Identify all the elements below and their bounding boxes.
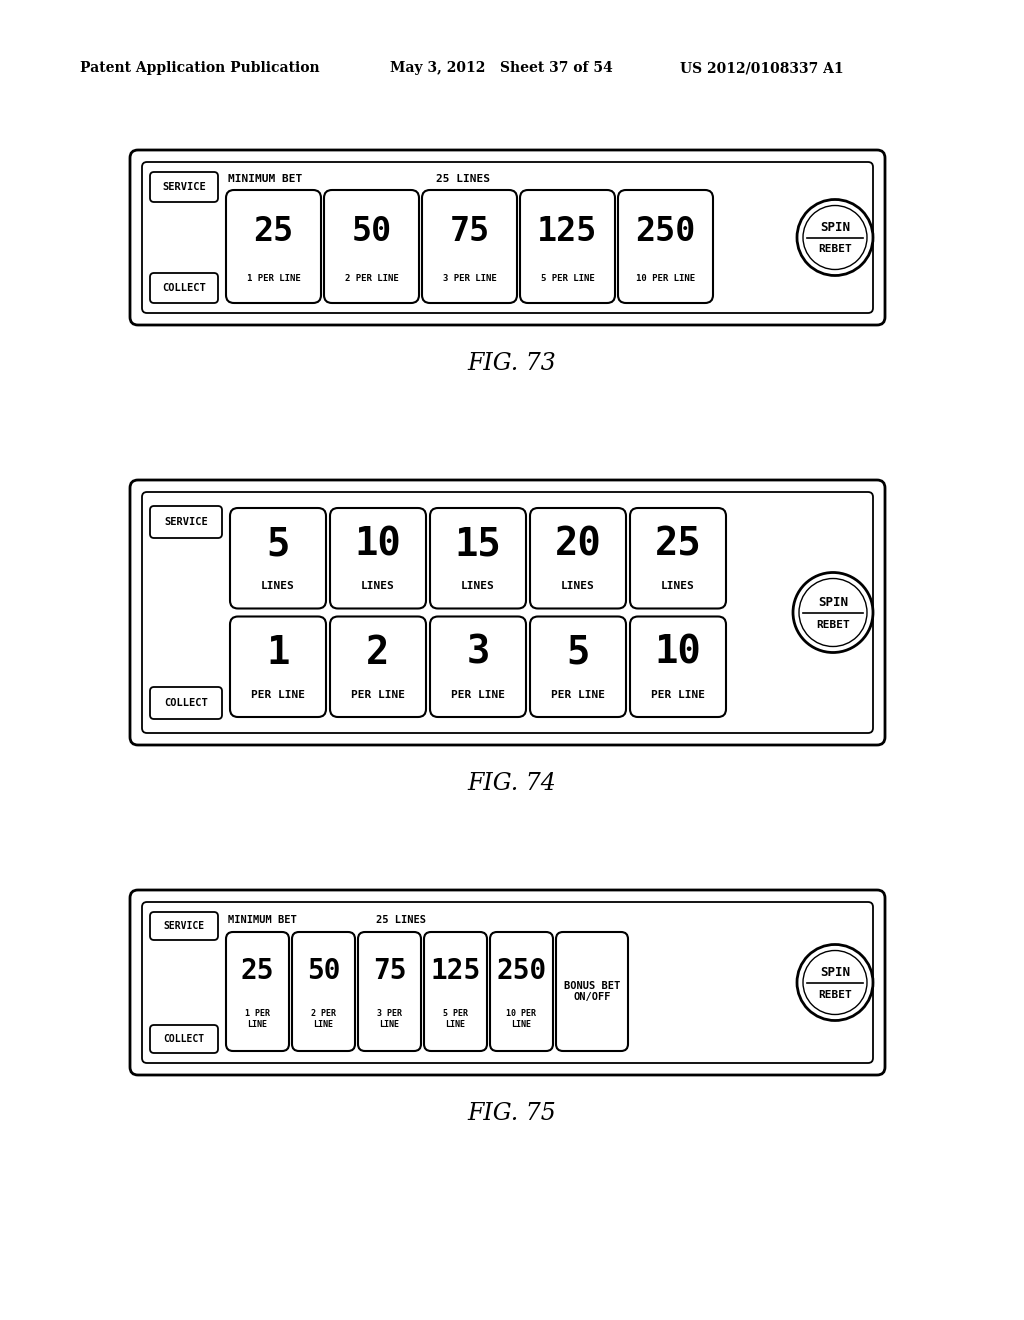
FancyBboxPatch shape (142, 162, 873, 313)
Text: SPIN: SPIN (820, 220, 850, 234)
Text: BONUS BET
ON/OFF: BONUS BET ON/OFF (564, 981, 621, 1002)
Text: US 2012/0108337 A1: US 2012/0108337 A1 (680, 61, 844, 75)
Text: FIG. 74: FIG. 74 (468, 771, 556, 795)
Text: 15: 15 (455, 525, 502, 564)
FancyBboxPatch shape (330, 616, 426, 717)
Text: COLLECT: COLLECT (164, 698, 208, 708)
FancyBboxPatch shape (142, 902, 873, 1063)
Text: 1 PER
LINE: 1 PER LINE (245, 1010, 270, 1028)
Text: COLLECT: COLLECT (164, 1034, 205, 1044)
Text: 25 LINES: 25 LINES (376, 915, 426, 925)
Text: 1: 1 (266, 634, 290, 672)
FancyBboxPatch shape (150, 1026, 218, 1053)
Text: REBET: REBET (818, 244, 852, 255)
Text: 10: 10 (354, 525, 401, 564)
FancyBboxPatch shape (630, 508, 726, 609)
Text: LINES: LINES (561, 581, 595, 591)
Text: 2 PER
LINE: 2 PER LINE (311, 1010, 336, 1028)
Text: LINES: LINES (461, 581, 495, 591)
Text: 1 PER LINE: 1 PER LINE (247, 273, 300, 282)
FancyBboxPatch shape (430, 508, 526, 609)
Text: 125: 125 (430, 957, 480, 985)
FancyBboxPatch shape (556, 932, 628, 1051)
Text: 10: 10 (654, 634, 701, 672)
Text: 10 PER LINE: 10 PER LINE (636, 273, 695, 282)
FancyBboxPatch shape (150, 506, 222, 539)
Text: 5: 5 (566, 634, 590, 672)
FancyBboxPatch shape (618, 190, 713, 304)
Text: LINES: LINES (662, 581, 695, 591)
FancyBboxPatch shape (150, 686, 222, 719)
Text: 10 PER
LINE: 10 PER LINE (507, 1010, 537, 1028)
FancyBboxPatch shape (230, 508, 326, 609)
FancyBboxPatch shape (530, 508, 626, 609)
Text: 75: 75 (450, 215, 489, 248)
Text: 2 PER LINE: 2 PER LINE (345, 273, 398, 282)
Text: FIG. 75: FIG. 75 (468, 1101, 556, 1125)
Text: LINES: LINES (361, 581, 395, 591)
Text: 3 PER
LINE: 3 PER LINE (377, 1010, 402, 1028)
FancyBboxPatch shape (630, 616, 726, 717)
Text: PER LINE: PER LINE (651, 690, 705, 700)
FancyBboxPatch shape (130, 480, 885, 744)
FancyBboxPatch shape (150, 273, 218, 304)
FancyBboxPatch shape (150, 912, 218, 940)
Text: 75: 75 (373, 957, 407, 985)
FancyBboxPatch shape (430, 616, 526, 717)
FancyBboxPatch shape (490, 932, 553, 1051)
Text: SERVICE: SERVICE (164, 921, 205, 931)
Text: 5 PER LINE: 5 PER LINE (541, 273, 594, 282)
FancyBboxPatch shape (520, 190, 615, 304)
FancyBboxPatch shape (142, 492, 873, 733)
FancyBboxPatch shape (530, 616, 626, 717)
Text: REBET: REBET (816, 619, 850, 630)
FancyBboxPatch shape (330, 508, 426, 609)
Text: 50: 50 (307, 957, 340, 985)
FancyBboxPatch shape (226, 190, 321, 304)
Text: 25 LINES: 25 LINES (436, 174, 490, 183)
Text: 50: 50 (351, 215, 391, 248)
Text: PER LINE: PER LINE (251, 690, 305, 700)
FancyBboxPatch shape (226, 932, 289, 1051)
Text: 5: 5 (266, 525, 290, 564)
Text: 2: 2 (367, 634, 390, 672)
Text: Patent Application Publication: Patent Application Publication (80, 61, 319, 75)
Text: SPIN: SPIN (820, 966, 850, 979)
Text: SERVICE: SERVICE (164, 517, 208, 527)
Text: PER LINE: PER LINE (451, 690, 505, 700)
Text: 20: 20 (555, 525, 601, 564)
Text: 5 PER
LINE: 5 PER LINE (443, 1010, 468, 1028)
FancyBboxPatch shape (230, 616, 326, 717)
Text: MINIMUM BET: MINIMUM BET (228, 915, 297, 925)
Text: SPIN: SPIN (818, 597, 848, 609)
FancyBboxPatch shape (150, 172, 218, 202)
Text: 3: 3 (466, 634, 489, 672)
Text: 250: 250 (635, 215, 695, 248)
FancyBboxPatch shape (324, 190, 419, 304)
Text: REBET: REBET (818, 990, 852, 999)
Text: PER LINE: PER LINE (351, 690, 406, 700)
FancyBboxPatch shape (424, 932, 487, 1051)
Text: 25: 25 (241, 957, 274, 985)
FancyBboxPatch shape (358, 932, 421, 1051)
FancyBboxPatch shape (292, 932, 355, 1051)
FancyBboxPatch shape (130, 890, 885, 1074)
Text: 3 PER LINE: 3 PER LINE (442, 273, 497, 282)
Text: May 3, 2012   Sheet 37 of 54: May 3, 2012 Sheet 37 of 54 (390, 61, 612, 75)
Text: PER LINE: PER LINE (551, 690, 605, 700)
Text: MINIMUM BET: MINIMUM BET (228, 174, 302, 183)
FancyBboxPatch shape (130, 150, 885, 325)
Text: SERVICE: SERVICE (162, 182, 206, 191)
Text: LINES: LINES (261, 581, 295, 591)
Text: 25: 25 (654, 525, 701, 564)
Text: COLLECT: COLLECT (162, 282, 206, 293)
Text: 125: 125 (538, 215, 598, 248)
Text: 250: 250 (497, 957, 547, 985)
Text: FIG. 73: FIG. 73 (468, 351, 556, 375)
FancyBboxPatch shape (422, 190, 517, 304)
Text: 25: 25 (253, 215, 294, 248)
